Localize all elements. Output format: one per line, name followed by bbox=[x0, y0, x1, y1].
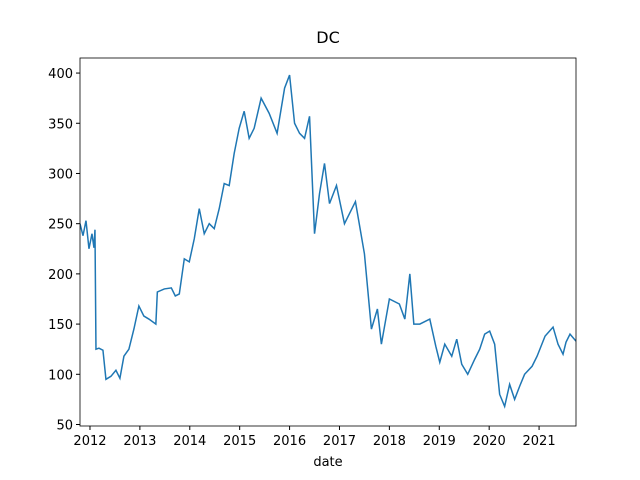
plot-frame bbox=[79, 57, 577, 427]
x-tick-label: 2015 bbox=[223, 434, 256, 449]
x-tick-label: 2020 bbox=[473, 434, 506, 449]
y-tick-label: 50 bbox=[56, 418, 73, 433]
y-tick-label: 100 bbox=[48, 368, 73, 383]
line bbox=[80, 74, 576, 409]
y-tick-label: 300 bbox=[48, 167, 73, 182]
y-tick-label: 200 bbox=[48, 268, 73, 283]
y-tick-label: 150 bbox=[48, 318, 73, 333]
x-tick-label: 2013 bbox=[123, 434, 156, 449]
x-tick-label: 2017 bbox=[323, 434, 356, 449]
x-tick-label: 2012 bbox=[73, 434, 106, 449]
x-axis-label: date bbox=[313, 455, 342, 470]
x-tick-label: 2016 bbox=[273, 434, 306, 449]
y-tick-label: 350 bbox=[48, 117, 73, 132]
x-tick-label: 2021 bbox=[523, 434, 556, 449]
y-tick-label: 250 bbox=[48, 218, 73, 233]
chart-title: DC bbox=[316, 28, 340, 47]
x-tick-label: 2014 bbox=[173, 434, 206, 449]
x-tick-label: 2018 bbox=[373, 434, 406, 449]
x-tick-label: 2019 bbox=[423, 434, 456, 449]
y-tick-label: 400 bbox=[48, 67, 73, 82]
